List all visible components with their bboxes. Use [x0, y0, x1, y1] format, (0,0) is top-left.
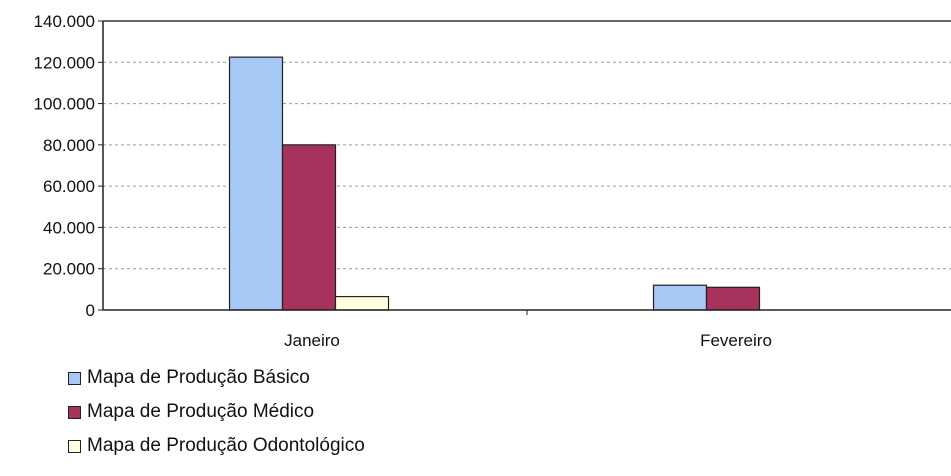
legend-item-basico: Mapa de Produção Básico	[68, 364, 365, 392]
legend: Mapa de Produção Básico Mapa de Produção…	[68, 364, 365, 466]
y-tick-label: 20.000	[43, 260, 95, 279]
legend-label-medico: Mapa de Produção Médico	[87, 401, 315, 422]
y-tick-label: 40.000	[43, 218, 95, 237]
y-tick-label: 120.000	[34, 53, 95, 72]
legend-label-basico: Mapa de Produção Básico	[87, 367, 310, 388]
x-category-label: Janeiro	[284, 331, 340, 350]
bar-janeiro-series-0	[228, 56, 284, 311]
y-tick-label: 60.000	[43, 177, 95, 196]
bar-fevereiro-series-1	[705, 286, 761, 311]
y-tick-label: 140.000	[34, 12, 95, 31]
legend-swatch-basico	[68, 371, 81, 385]
legend-item-odontologico: Mapa de Produção Odontológico	[68, 432, 365, 460]
bar-janeiro-series-2	[334, 295, 390, 311]
x-category-label: Fevereiro	[700, 331, 772, 350]
legend-item-medico: Mapa de Produção Médico	[68, 398, 365, 426]
bar-fevereiro-series-0	[652, 284, 708, 311]
legend-swatch-medico	[68, 405, 81, 419]
y-tick-label: 100.000	[34, 95, 95, 114]
y-tick-label: 80.000	[43, 136, 95, 155]
bar-janeiro-series-1	[281, 144, 337, 311]
legend-swatch-odontologico	[68, 439, 81, 453]
legend-label-odontologico: Mapa de Produção Odontológico	[87, 435, 365, 456]
y-tick-label: 0	[86, 301, 95, 320]
